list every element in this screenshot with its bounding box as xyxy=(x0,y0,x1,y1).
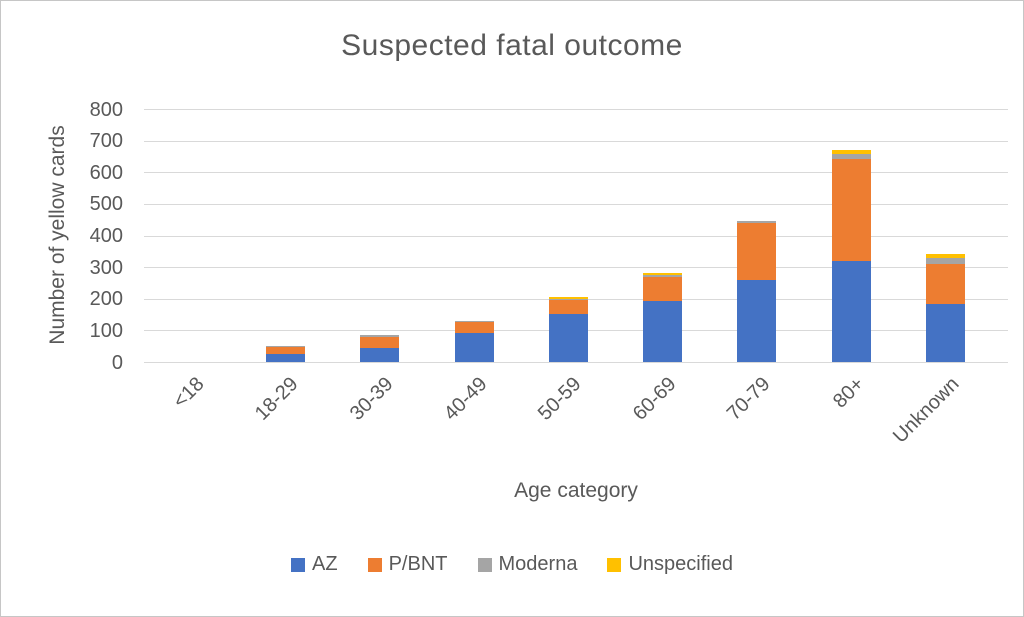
legend-label: AZ xyxy=(312,553,338,575)
bar-60-69-az xyxy=(643,300,683,363)
x-axis-title: Age category xyxy=(514,479,638,502)
bar-Unknown-p-bnt xyxy=(926,263,966,304)
bar-50-59-unspecified xyxy=(548,297,588,299)
x-tick-label-<18: <18 xyxy=(169,373,209,413)
bar-30-39-p-bnt xyxy=(360,336,400,348)
y-tick-label-200: 200 xyxy=(89,288,123,311)
legend-swatch-icon xyxy=(367,557,382,572)
x-tick-label-80+: 80+ xyxy=(829,373,869,413)
gridline-700 xyxy=(144,140,1008,142)
bar-70-79-moderna xyxy=(737,220,777,224)
legend-swatch-icon xyxy=(477,557,492,572)
y-tick-label-600: 600 xyxy=(89,161,123,184)
y-tick-label-100: 100 xyxy=(89,319,123,342)
x-tick-label-50-59: 50-59 xyxy=(534,373,586,425)
bar-Unknown-unspecified xyxy=(926,254,966,259)
bar-18-29-moderna xyxy=(265,346,305,348)
legend-swatch-icon xyxy=(607,557,622,572)
legend-label: P/BNT xyxy=(388,553,448,575)
gridline-800 xyxy=(144,109,1008,110)
legend-item-p-bnt: P/BNT xyxy=(367,553,448,576)
bar-80+-moderna xyxy=(831,154,871,160)
bar-40-49-p-bnt xyxy=(454,322,494,334)
bar-50-59-az xyxy=(548,314,588,363)
bar-18-29-p-bnt xyxy=(265,346,305,354)
bar-60-69-moderna xyxy=(643,274,683,278)
gridline-300 xyxy=(144,267,1008,269)
x-tick-label-18-29: 18-29 xyxy=(251,373,303,425)
y-tick-label-400: 400 xyxy=(89,225,123,247)
bar-80+-unspecified xyxy=(831,149,871,155)
y-tick-label-0: 0 xyxy=(111,351,123,374)
bar-18-29-az xyxy=(265,353,305,363)
chart-title: Suspected fatal outcome xyxy=(341,29,683,62)
bar-Unknown-az xyxy=(926,303,966,363)
bar-60-69-unspecified xyxy=(643,273,683,275)
legend-item-moderna: Moderna xyxy=(477,553,578,576)
bar-30-39-az xyxy=(360,347,400,363)
bar-40-49-az xyxy=(454,333,494,363)
y-axis-title: Number of yellow cards xyxy=(46,125,69,345)
y-tick-label-500: 500 xyxy=(89,193,123,216)
y-tick-label-300: 300 xyxy=(89,256,123,279)
x-tick-label-60-69: 60-69 xyxy=(628,373,681,425)
bar-50-59-p-bnt xyxy=(548,299,588,315)
gridline-600 xyxy=(144,172,1008,174)
bar-80+-p-bnt xyxy=(831,159,871,261)
x-tick-label-Unknown: Unknown xyxy=(888,373,964,448)
legend: AZ P/BNT Moderna Unspecified xyxy=(1,553,1023,576)
gridline-0 xyxy=(144,362,1008,363)
bar-60-69-p-bnt xyxy=(643,277,683,301)
bar-40-49-moderna xyxy=(454,320,494,323)
y-tick-label-700: 700 xyxy=(89,130,123,153)
legend-label: Unspecified xyxy=(628,553,733,575)
x-tick-label-30-39: 30-39 xyxy=(345,373,398,425)
y-tick-label-800: 800 xyxy=(89,98,123,121)
bar-30-39-moderna xyxy=(360,335,400,337)
gridline-500 xyxy=(144,203,1008,205)
bar-70-79-az xyxy=(737,279,777,363)
x-tick-label-40-49: 40-49 xyxy=(439,373,492,425)
bar-50-59-moderna xyxy=(548,298,588,300)
bar-80+-az xyxy=(831,260,871,363)
legend-item-az: AZ xyxy=(291,553,338,576)
legend-label: Moderna xyxy=(498,553,578,575)
legend-swatch-icon xyxy=(291,557,306,572)
bar-Unknown-moderna xyxy=(926,258,966,264)
x-tick-label-70-79: 70-79 xyxy=(722,373,775,425)
gridline-400 xyxy=(144,235,1008,237)
bar-70-79-p-bnt xyxy=(737,223,777,280)
legend-item-unspecified: Unspecified xyxy=(607,553,733,576)
